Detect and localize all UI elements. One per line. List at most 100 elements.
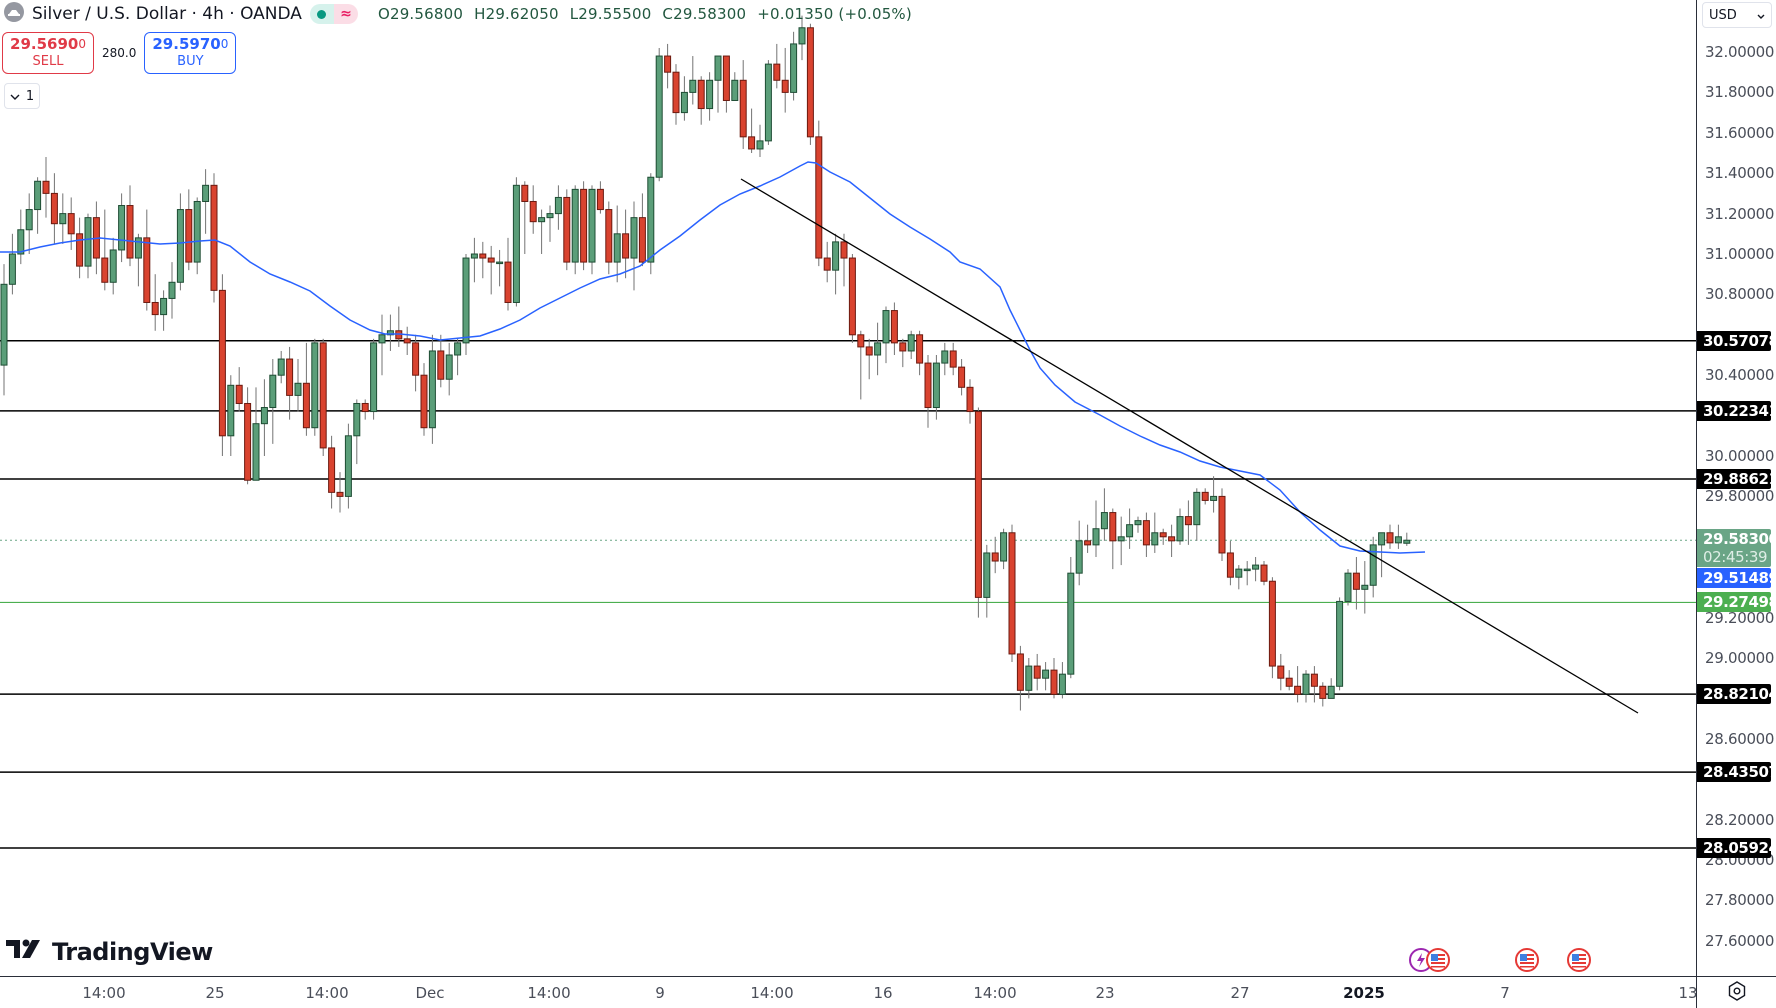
candle [420, 363, 428, 436]
trendline[interactable] [740, 178, 1639, 714]
candle [840, 233, 848, 287]
candle [924, 355, 932, 428]
candle [386, 314, 394, 351]
sell-button[interactable]: 29.56900 SELL [2, 32, 94, 74]
time-tick-label: 25 [205, 984, 225, 1002]
ohlc-values: O29.56800 H29.62050 L29.55500 C29.58300 … [378, 5, 918, 23]
chart-pane[interactable]: Silver / U.S. Dollar · 4h · OANDA ≈ O29.… [0, 0, 1696, 976]
us-economic-event-icon[interactable] [1566, 947, 1592, 973]
candle [1092, 500, 1100, 557]
bar-countdown: 02:45:39 [1703, 548, 1768, 567]
price-axis[interactable]: USD 32.00000 31.80000 31.60000 31.40000 31.2… [1696, 0, 1776, 976]
price-tick-label: 31.80000 [1705, 83, 1775, 102]
price-tick-label: 30.40000 [1705, 366, 1775, 385]
candle [1058, 662, 1066, 699]
indicator-count: 1 [25, 88, 35, 104]
us-economic-event-icon[interactable] [1425, 947, 1451, 973]
candle [1327, 678, 1335, 699]
currency-select[interactable]: USD [1702, 2, 1772, 28]
candle [202, 169, 210, 234]
candle [1403, 532, 1411, 546]
buy-price: 29.59700 [152, 35, 229, 53]
price-level-label: 29.27498 [1697, 592, 1776, 613]
candle [865, 338, 873, 380]
candle [370, 338, 378, 420]
symbol-legend: Silver / U.S. Dollar · 4h · OANDA ≈ O29.… [4, 1, 918, 27]
candle [437, 334, 445, 388]
candle [168, 262, 176, 319]
candle [697, 76, 705, 125]
candle [916, 330, 924, 376]
candle [613, 205, 621, 283]
candle [1025, 658, 1033, 699]
tradingview-logo-icon [6, 938, 46, 966]
candle [890, 302, 898, 355]
candle [1218, 488, 1226, 562]
candle [328, 435, 336, 509]
candle [974, 407, 982, 618]
candle [899, 338, 907, 368]
candle [1361, 561, 1369, 614]
candle [563, 189, 571, 271]
time-tick-label: 13 [1678, 984, 1698, 1002]
candle [218, 274, 226, 456]
candle [50, 173, 58, 244]
candle [512, 177, 520, 307]
candle [1394, 524, 1402, 549]
candle [1084, 524, 1092, 553]
ohlc-open: O29.56800 [377, 5, 464, 23]
price-tick-label: 27.80000 [1705, 891, 1775, 910]
candle [260, 379, 268, 456]
price-tick-label: 31.20000 [1705, 204, 1775, 223]
collapse-indicators-button[interactable]: 1 [4, 83, 40, 109]
candle [689, 56, 697, 105]
silver-symbol-icon [4, 1, 24, 27]
symbol-title[interactable]: Silver / U.S. Dollar · 4h · OANDA [32, 4, 302, 24]
candle [983, 544, 991, 618]
candle [655, 47, 663, 182]
tradingview-logo[interactable]: TradingView [6, 938, 213, 966]
candle [806, 23, 814, 145]
candle [622, 209, 630, 279]
time-tick-label: 14:00 [973, 984, 1017, 1002]
candle [1252, 557, 1260, 582]
candle [1193, 488, 1201, 541]
candle [1210, 476, 1218, 513]
candle [848, 254, 856, 343]
price-chart[interactable] [0, 0, 1696, 976]
buy-button[interactable]: 29.59700 BUY [144, 32, 237, 74]
price-tick-label: 28.20000 [1705, 810, 1775, 829]
candle [84, 213, 92, 279]
candle [1184, 500, 1192, 545]
moving-average-line[interactable] [0, 161, 1426, 554]
candle [1117, 516, 1125, 566]
chart-settings-button[interactable] [1696, 976, 1776, 1008]
price-level-label: 28.82104 [1697, 684, 1776, 705]
buy-label: BUY [177, 54, 204, 69]
market-status-pill[interactable]: ≈ [309, 4, 358, 24]
candle [773, 43, 781, 89]
candle [1336, 597, 1344, 691]
us-economic-event-icon[interactable] [1514, 947, 1540, 973]
candle [991, 536, 999, 574]
candle [126, 185, 134, 267]
candle [1008, 524, 1016, 663]
time-axis[interactable]: 14:00 25 14:00 Dec 14:00 9 14:00 16 14:00 23 27 202… [0, 976, 1698, 1008]
candle [143, 209, 151, 311]
chevron-down-icon [10, 89, 20, 104]
time-tick-label: 14:00 [527, 984, 571, 1002]
candle [277, 350, 285, 384]
price-tick-label: 29.00000 [1705, 649, 1775, 667]
time-tick-label: 14:00 [305, 984, 349, 1002]
candle [76, 217, 84, 279]
sell-price: 29.56900 [10, 35, 86, 53]
price-tick-label: 29.80000 [1705, 487, 1775, 506]
candle [756, 124, 764, 158]
candle [101, 209, 109, 291]
candle [1226, 540, 1234, 586]
candle [722, 55, 730, 113]
candle [1000, 528, 1008, 570]
candle [269, 359, 277, 444]
chevron-down-icon [1757, 8, 1765, 23]
settings-gear-icon [1726, 980, 1748, 1006]
